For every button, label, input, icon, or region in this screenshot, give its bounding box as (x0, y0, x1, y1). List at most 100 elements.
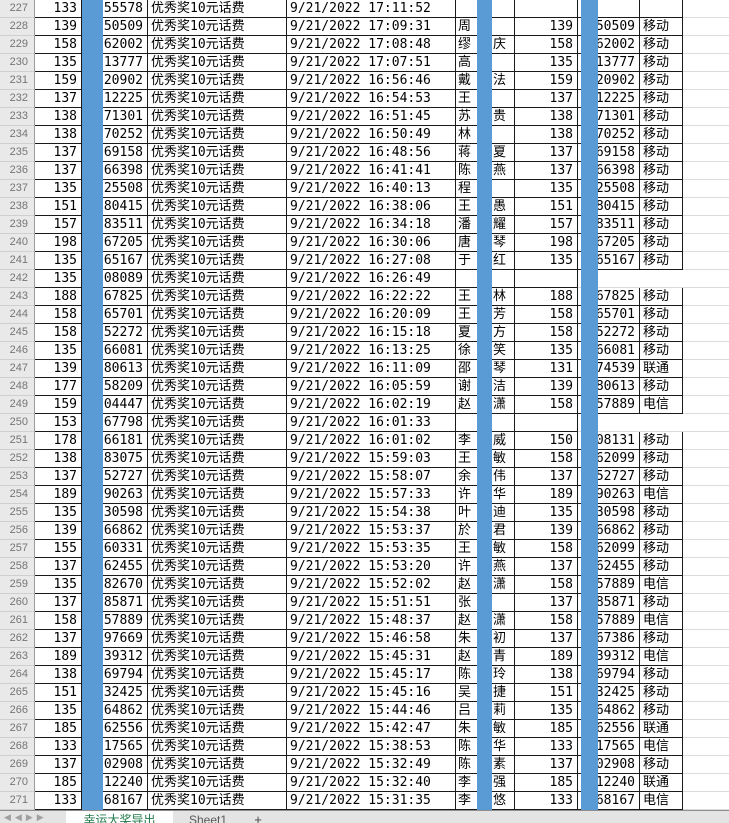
cell-phone-prefix-2[interactable]: 137 (515, 630, 578, 648)
row-header[interactable]: 236 (0, 162, 35, 180)
cell-phone-prefix-2[interactable] (515, 414, 578, 432)
cell-carrier[interactable]: 移动 (640, 666, 683, 684)
cell-phone-suffix[interactable]: 52727 (103, 468, 148, 486)
cell-phone-suffix-2[interactable]: 62099 (578, 450, 640, 468)
cell-datetime[interactable]: 9/21/2022 16:27:08 (287, 252, 456, 270)
cell-datetime[interactable]: 9/21/2022 16:20:09 (287, 306, 456, 324)
cell-filler[interactable] (683, 216, 729, 234)
cell-prize[interactable]: 优秀奖10元话费 (148, 720, 287, 738)
cell-carrier[interactable]: 移动 (640, 90, 683, 108)
cell-phone-suffix-2[interactable]: 66862 (578, 522, 640, 540)
cell-phone-prefix-2[interactable]: 137 (515, 468, 578, 486)
cell-phone-prefix-2[interactable]: 137 (515, 90, 578, 108)
cell-phone-suffix[interactable]: 85871 (103, 594, 148, 612)
cell-phone-prefix-2[interactable]: 158 (515, 306, 578, 324)
row-header[interactable]: 246 (0, 342, 35, 360)
cell-phone-prefix-2[interactable]: 159 (515, 72, 578, 90)
cell-phone-suffix-2[interactable]: 80613 (578, 378, 640, 396)
cell-phone-prefix-2[interactable]: 158 (515, 324, 578, 342)
cell-filler[interactable] (683, 54, 729, 72)
cell-phone-prefix[interactable]: 159 (35, 72, 82, 90)
cell-carrier[interactable]: 移动 (640, 702, 683, 720)
cell-phone-prefix[interactable]: 158 (35, 324, 82, 342)
cell-phone-suffix[interactable]: 60331 (103, 540, 148, 558)
cell-phone-prefix[interactable]: 135 (35, 252, 82, 270)
cell-filler[interactable] (683, 612, 729, 630)
cell-phone-prefix-2[interactable]: 139 (515, 522, 578, 540)
cell-phone-suffix-2[interactable]: 57889 (578, 612, 640, 630)
cell-phone-suffix-2[interactable]: 50509 (578, 18, 640, 36)
cell-datetime[interactable]: 9/21/2022 15:58:07 (287, 468, 456, 486)
row-header[interactable]: 227 (0, 0, 35, 18)
cell-phone-prefix-2[interactable]: 150 (515, 432, 578, 450)
cell-filler[interactable] (683, 234, 729, 252)
cell-prize[interactable]: 优秀奖10元话费 (148, 216, 287, 234)
cell-filler[interactable] (683, 486, 729, 504)
cell-phone-prefix[interactable]: 137 (35, 90, 82, 108)
cell-phone-prefix-2[interactable]: 135 (515, 702, 578, 720)
cell-phone-suffix-2[interactable]: 52272 (578, 324, 640, 342)
cell-datetime[interactable]: 9/21/2022 16:15:18 (287, 324, 456, 342)
cell-carrier[interactable]: 电信 (640, 576, 683, 594)
cell-phone-prefix[interactable]: 135 (35, 180, 82, 198)
cell-phone-suffix[interactable]: 67205 (103, 234, 148, 252)
cell-carrier[interactable]: 移动 (640, 180, 683, 198)
cell-datetime[interactable]: 9/21/2022 15:32:40 (287, 774, 456, 792)
cell-phone-prefix[interactable]: 188 (35, 288, 82, 306)
row-header[interactable]: 254 (0, 486, 35, 504)
cell-datetime[interactable]: 9/21/2022 16:26:49 (287, 270, 456, 288)
cell-phone-prefix[interactable]: 151 (35, 684, 82, 702)
cell-filler[interactable] (683, 18, 729, 36)
row-header[interactable]: 232 (0, 90, 35, 108)
cell-carrier[interactable]: 移动 (640, 432, 683, 450)
cell-phone-suffix[interactable]: 66862 (103, 522, 148, 540)
cell-filler[interactable] (683, 378, 729, 396)
cell-prize[interactable]: 优秀奖10元话费 (148, 576, 287, 594)
cell-phone-prefix-2[interactable]: 139 (515, 378, 578, 396)
cell-phone-suffix[interactable]: 02908 (103, 756, 148, 774)
row-header[interactable]: 244 (0, 306, 35, 324)
row-header[interactable]: 260 (0, 594, 35, 612)
row-header[interactable]: 263 (0, 648, 35, 666)
cell-phone-prefix-2[interactable]: 158 (515, 540, 578, 558)
row-header[interactable]: 255 (0, 504, 35, 522)
cell-phone-prefix[interactable]: 139 (35, 360, 82, 378)
cell-phone-suffix[interactable]: 55578 (103, 0, 148, 18)
cell-phone-suffix-2[interactable]: 66081 (578, 342, 640, 360)
cell-phone-prefix-2[interactable]: 135 (515, 54, 578, 72)
row-header[interactable]: 267 (0, 720, 35, 738)
cell-phone-prefix-2[interactable]: 158 (515, 36, 578, 54)
cell-carrier[interactable]: 移动 (640, 126, 683, 144)
cell-phone-suffix-2[interactable]: 70252 (578, 126, 640, 144)
cell-datetime[interactable]: 9/21/2022 16:38:06 (287, 198, 456, 216)
cell-phone-suffix-2[interactable]: 02908 (578, 756, 640, 774)
row-header[interactable]: 253 (0, 468, 35, 486)
cell-phone-suffix[interactable]: 80613 (103, 360, 148, 378)
cell-phone-prefix-2[interactable]: 135 (515, 504, 578, 522)
cell-datetime[interactable]: 9/21/2022 16:01:02 (287, 432, 456, 450)
row-header[interactable]: 228 (0, 18, 35, 36)
cell-phone-prefix[interactable]: 137 (35, 558, 82, 576)
row-header[interactable]: 257 (0, 540, 35, 558)
row-header[interactable]: 248 (0, 378, 35, 396)
cell-datetime[interactable]: 9/21/2022 15:54:38 (287, 504, 456, 522)
cell-phone-suffix[interactable]: 90263 (103, 486, 148, 504)
cell-phone-prefix[interactable]: 135 (35, 270, 82, 288)
cell-filler[interactable] (683, 144, 729, 162)
cell-datetime[interactable]: 9/21/2022 15:46:58 (287, 630, 456, 648)
prev-sheet-icon[interactable]: ◀ (14, 812, 26, 822)
cell-datetime[interactable]: 9/21/2022 15:45:16 (287, 684, 456, 702)
cell-phone-suffix-2[interactable]: 67386 (578, 630, 640, 648)
row-header[interactable]: 247 (0, 360, 35, 378)
cell-filler[interactable] (683, 450, 729, 468)
cell-phone-suffix-2[interactable] (578, 0, 640, 18)
cell-carrier[interactable]: 移动 (640, 288, 683, 306)
cell-phone-prefix[interactable]: 137 (35, 630, 82, 648)
cell-phone-prefix[interactable]: 135 (35, 576, 82, 594)
cell-filler[interactable] (683, 270, 729, 288)
cell-datetime[interactable]: 9/21/2022 15:42:47 (287, 720, 456, 738)
cell-phone-suffix[interactable]: 04447 (103, 396, 148, 414)
cell-prize[interactable]: 优秀奖10元话费 (148, 558, 287, 576)
cell-phone-suffix-2[interactable]: 66398 (578, 162, 640, 180)
cell-carrier[interactable]: 移动 (640, 198, 683, 216)
